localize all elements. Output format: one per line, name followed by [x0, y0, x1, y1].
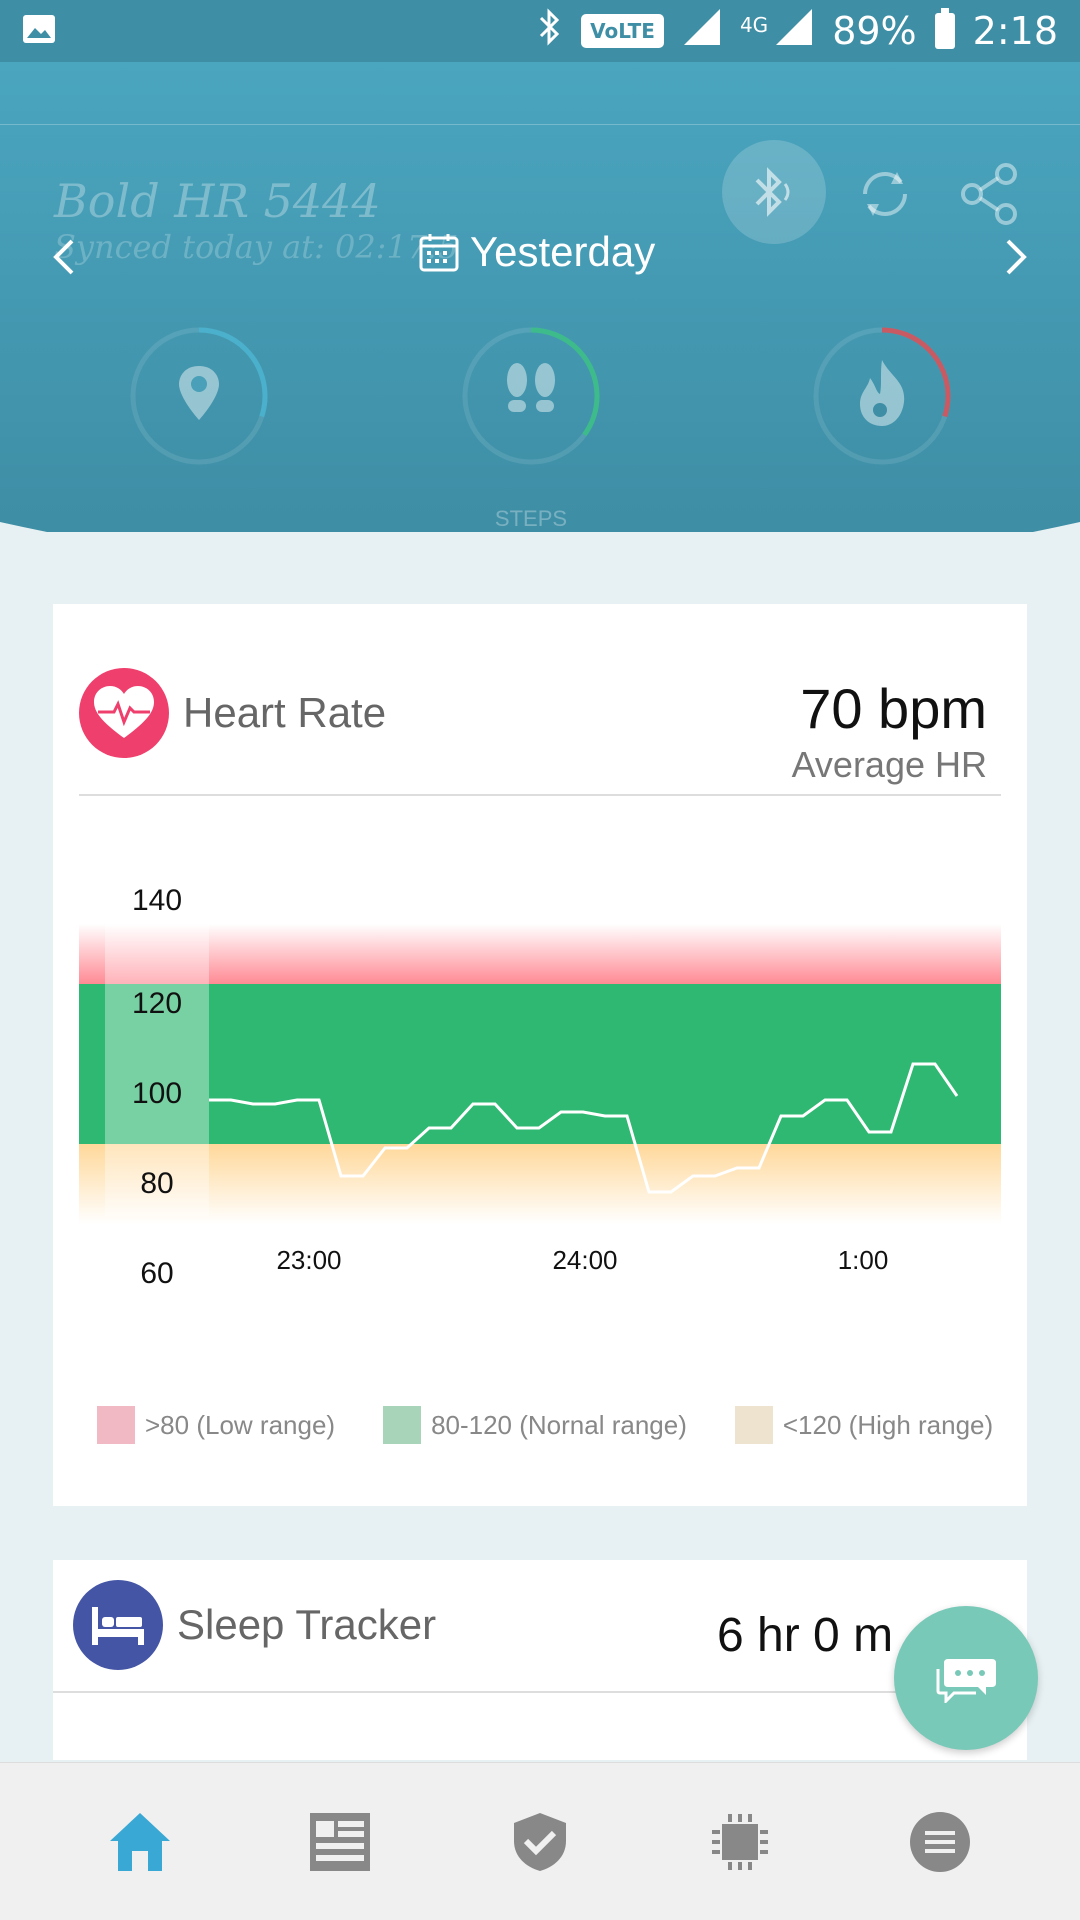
legend-label-high: <120 (High range): [782, 1409, 994, 1440]
legend-item-normal: 80-120 (Nornal range): [383, 1406, 687, 1444]
y-tick-label: 100: [132, 1077, 182, 1110]
header-wave: [0, 522, 1080, 532]
tab-feed[interactable]: [290, 1792, 390, 1892]
legend-swatch-low: [97, 1406, 135, 1444]
card-divider: [53, 1691, 1027, 1693]
location-pin-icon: [179, 366, 219, 420]
steps-ring[interactable]: [459, 324, 603, 468]
x-tick-label: 23:00: [276, 1245, 341, 1275]
y-axis-highlight: [105, 924, 209, 1216]
dashboard-header: Bold HR 5444 Synced today at: 02:17:5 Ye…: [0, 62, 1080, 532]
legend-swatch-normal: [383, 1406, 422, 1444]
signal-icon: [682, 7, 722, 56]
sleep-tracker-header: Sleep Tracker: [73, 1580, 436, 1670]
clock: 2:18: [972, 9, 1058, 53]
heart-rate-legend: >80 (Low range) 80-120 (Nornal range) <1…: [97, 1406, 993, 1444]
y-tick-label: 140: [132, 884, 182, 917]
battery-icon: [934, 8, 955, 49]
previous-day-button[interactable]: [40, 232, 90, 282]
heart-rate-header: Heart Rate: [79, 668, 386, 758]
tab-home[interactable]: [90, 1792, 190, 1892]
card-divider: [79, 794, 1001, 796]
legend-item-low: >80 (Low range): [97, 1406, 335, 1444]
steps-label: STEPS: [494, 506, 568, 531]
y-tick-label: 60: [140, 1257, 173, 1284]
chat-icon: [936, 1659, 996, 1703]
bluetooth-connect-button[interactable]: [722, 140, 826, 244]
heart-rate-chart: 140 120 100 80 60 23:00 24:00 1:00: [79, 884, 1001, 1284]
x-tick-label: 1:00: [838, 1245, 889, 1275]
share-button[interactable]: [958, 162, 1022, 226]
tab-menu[interactable]: [890, 1792, 990, 1892]
date-label: Yesterday: [470, 228, 656, 275]
tab-device[interactable]: [690, 1792, 790, 1892]
sleep-duration-value: 6 hr 0 m: [717, 1609, 894, 1662]
normal-zone-band: [79, 984, 1001, 1144]
battery-percent: 89%: [832, 9, 917, 53]
distance-ring[interactable]: [127, 324, 271, 468]
chat-button[interactable]: [894, 1606, 1038, 1750]
bluetooth-status-icon: [537, 7, 563, 55]
chip-icon: [712, 1813, 768, 1870]
gallery-notification-icon: [22, 14, 56, 49]
date-label-button[interactable]: Yesterday: [418, 228, 655, 276]
sync-button[interactable]: [853, 162, 917, 226]
chevron-left-icon: [53, 239, 74, 275]
average-hr-label: Average HR: [791, 744, 987, 785]
next-day-button[interactable]: [990, 232, 1040, 282]
tab-security[interactable]: [490, 1792, 590, 1892]
heart-rate-line: [209, 1062, 959, 1194]
volte-badge: VoLTE: [581, 14, 664, 48]
home-icon: [110, 1812, 170, 1871]
list-icon: [310, 1812, 370, 1871]
legend-swatch-high: [734, 1406, 773, 1444]
bed-icon: [73, 1580, 163, 1670]
status-bar: VoLTE 4G 89% 2:18: [0, 0, 1080, 62]
y-tick-label: 80: [140, 1167, 173, 1200]
sleep-tracker-title: Sleep Tracker: [177, 1601, 437, 1648]
sleep-tracker-card[interactable]: Sleep Tracker 6 hr 0 m: [53, 1560, 1027, 1760]
calendar-icon: [419, 234, 459, 272]
legend-item-high: <120 (High range): [734, 1406, 994, 1444]
x-tick-label: 24:00: [552, 1245, 617, 1275]
flame-icon: [860, 360, 905, 426]
synced-text: Synced today at: 02:17:5: [54, 228, 459, 266]
signal-4g-icon: [774, 7, 814, 56]
sync-icon: [863, 172, 907, 216]
share-icon: [961, 163, 1017, 225]
footprints-icon: [507, 363, 555, 412]
chevron-right-icon: [1006, 239, 1027, 275]
heart-rate-title: Heart Rate: [183, 689, 387, 736]
device-name: Bold HR 5444: [54, 174, 381, 228]
date-selector: Yesterday: [0, 222, 1080, 292]
legend-label-low: >80 (Low range): [145, 1409, 336, 1440]
high-zone-band: [79, 924, 1001, 984]
heart-rate-icon: [79, 668, 169, 758]
calories-ring[interactable]: [810, 324, 954, 468]
bluetooth-icon: [755, 167, 790, 217]
menu-icon: [910, 1811, 970, 1872]
low-zone-band: [79, 1144, 1001, 1224]
average-hr-value: 70 bpm: [800, 677, 987, 740]
shield-check-icon: [514, 1812, 566, 1871]
network-type: 4G: [739, 12, 769, 37]
y-tick-label: 120: [132, 987, 182, 1020]
legend-label-normal: 80-120 (Nornal range): [431, 1409, 687, 1440]
bottom-navigation: [0, 1762, 1080, 1920]
heart-rate-card[interactable]: Heart Rate 70 bpm Average HR 140 120 100 80…: [53, 604, 1027, 1506]
